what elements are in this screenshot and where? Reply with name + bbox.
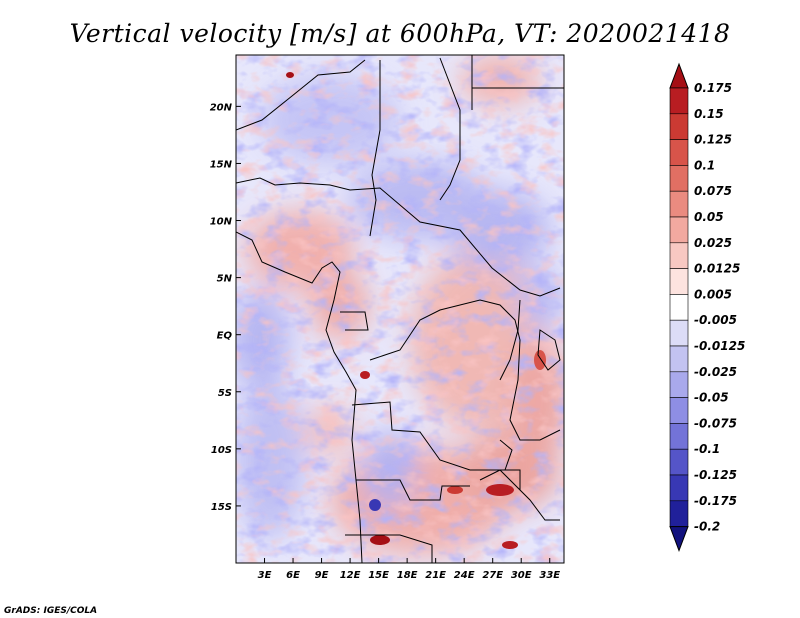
x-tick-label: 24E [454, 570, 475, 581]
colorbar-swatch [669, 242, 689, 269]
y-tick-label: 10S [211, 445, 232, 456]
colorbar-swatch [669, 371, 689, 398]
colorbar: 0.175 0.15 0.125 0.1 0.075 0.05 0.025 0.0125 0.0… [669, 62, 745, 553]
colorbar-swatch [669, 423, 689, 450]
x-tick-label: 30E [511, 570, 532, 581]
colorbar-label: -0.125 [694, 468, 737, 482]
coastlines-borders [236, 55, 564, 563]
x-tick-label: 18E [397, 570, 418, 581]
colorbar-swatch [669, 500, 689, 527]
x-tick-label: 6E [286, 570, 300, 581]
colorbar-swatch [669, 294, 689, 321]
colorbar-swatch [669, 190, 689, 218]
colorbar-label: -0.2 [694, 520, 720, 534]
colorbar-label: 0.005 [694, 287, 732, 301]
colorbar-bottom-arrow [669, 526, 689, 553]
colorbar-label: -0.025 [694, 365, 737, 379]
y-tick-label: 5N [217, 274, 233, 285]
x-tick-label: 27E [482, 570, 503, 581]
colorbar-swatch [669, 113, 689, 140]
colorbar-label: 0.175 [694, 81, 732, 95]
colorbar-label: -0.005 [694, 313, 737, 327]
colorbar-swatch [669, 216, 689, 244]
x-tick-label: 3E [258, 570, 272, 581]
colorbar-label: 0.075 [694, 184, 732, 198]
x-tick-label: 21E [425, 570, 446, 581]
chart-title: Vertical velocity [m/s] at 600hPa, VT: 2… [70, 19, 731, 48]
colorbar-swatch [669, 165, 689, 192]
colorbar-label: 0.0125 [694, 262, 740, 276]
y-axis: 20N 15N 10N 5N EQ 5S 10S 15S [210, 102, 241, 513]
x-tick-label: 9E [315, 570, 329, 581]
strong-cores [286, 72, 546, 549]
colorbar-label: 0.1 [694, 158, 715, 172]
plot-area [236, 55, 564, 563]
colorbar-swatch [669, 474, 689, 502]
colorbar-swatch [669, 397, 689, 424]
plot-frame [235, 54, 565, 564]
x-tick-label: 15E [368, 570, 389, 581]
colorbar-label: -0.05 [694, 391, 729, 405]
colorbar-swatch [669, 268, 689, 295]
y-tick-label: 15S [211, 502, 232, 513]
y-tick-label: 15N [210, 159, 233, 170]
colorbar-swatch [669, 448, 689, 476]
colorbar-swatch [669, 345, 689, 373]
y-tick-label: 5S [218, 388, 232, 399]
colorbar-label: 0.125 [694, 133, 732, 147]
y-tick-label: EQ [217, 331, 233, 342]
y-tick-label: 10N [210, 217, 233, 228]
colorbar-label: -0.175 [694, 494, 737, 508]
colorbar-label: -0.0125 [694, 339, 745, 353]
colorbar-label: 0.05 [694, 210, 724, 224]
colorbar-label: 0.025 [694, 236, 732, 250]
colorbar-top-arrow [669, 62, 689, 89]
colorbar-label: -0.075 [694, 416, 737, 430]
colorbar-swatch [669, 87, 689, 115]
y-tick-label: 20N [210, 102, 233, 113]
x-axis: 3E 6E 9E 12E 15E 18E 21E 24E 27E 30E 33E [258, 558, 560, 581]
colorbar-label: 0.15 [694, 107, 724, 121]
x-tick-label: 33E [539, 570, 560, 581]
grads-credit: GrADS: IGES/COLA [4, 606, 97, 616]
colorbar-swatch [669, 319, 689, 347]
colorbar-swatch [669, 139, 689, 166]
x-tick-label: 12E [340, 570, 361, 581]
colorbar-label: -0.1 [694, 442, 720, 456]
